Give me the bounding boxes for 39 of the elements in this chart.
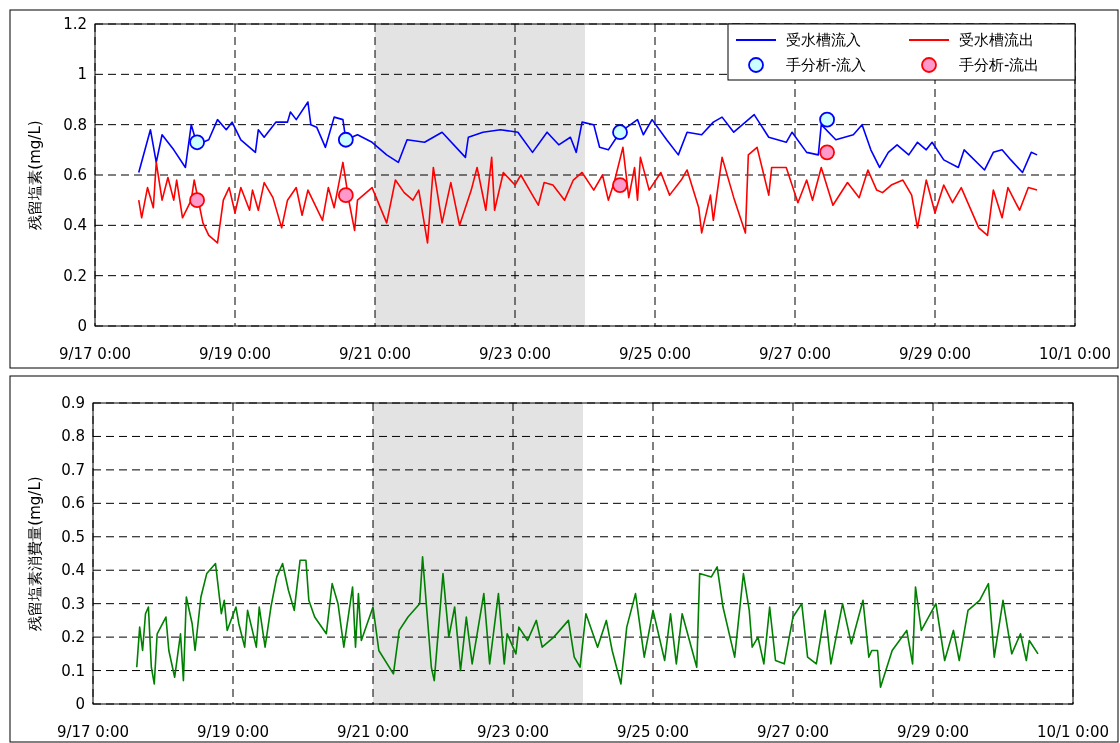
y-tick-label: 0 bbox=[77, 317, 87, 335]
y-tick-label: 0 bbox=[75, 695, 85, 713]
y-tick-label: 0.8 bbox=[63, 115, 87, 134]
x-tick-label: 9/21 0:00 bbox=[336, 723, 410, 741]
y-tick-label: 0.5 bbox=[61, 527, 85, 546]
x-tick-label: 9/27 0:00 bbox=[758, 345, 832, 363]
x-tick-label: 9/27 0:00 bbox=[756, 723, 830, 741]
x-tick-label: 9/23 0:00 bbox=[476, 723, 550, 741]
x-tick-label: 10/1 0:00 bbox=[1038, 345, 1112, 363]
y-tick-label: 1 bbox=[77, 65, 87, 84]
y-tick-label: 0.4 bbox=[61, 561, 85, 580]
y-tick-label: 0.9 bbox=[61, 394, 85, 412]
x-tick-label: 10/1 0:00 bbox=[1036, 723, 1110, 741]
y-tick-label: 1.2 bbox=[63, 15, 87, 33]
legend-label: 手分析-流入 bbox=[786, 56, 867, 74]
y-tick-label: 0.8 bbox=[61, 427, 85, 446]
y-axis-title: 残留塩素消費量(mg/L) bbox=[26, 476, 44, 631]
y-tick-label: 0.6 bbox=[63, 166, 87, 184]
y-tick-label: 0.7 bbox=[61, 460, 85, 479]
legend-label: 受水槽流出 bbox=[959, 31, 1034, 49]
x-tick-label: 9/17 0:00 bbox=[56, 723, 130, 741]
x-tick-label: 9/29 0:00 bbox=[896, 723, 970, 741]
y-tick-label: 0.6 bbox=[61, 494, 85, 513]
y-tick-label: 0.3 bbox=[61, 594, 85, 613]
y-tick-label: 0.1 bbox=[61, 661, 85, 680]
x-tick-label: 9/25 0:00 bbox=[618, 345, 692, 363]
y-tick-label: 0.2 bbox=[61, 628, 85, 647]
y-tick-label: 0.2 bbox=[63, 266, 87, 285]
legend-label: 受水槽流入 bbox=[786, 31, 861, 49]
x-tick-label: 9/19 0:00 bbox=[196, 723, 270, 741]
x-tick-label: 9/21 0:00 bbox=[338, 345, 412, 363]
x-tick-label: 9/29 0:00 bbox=[898, 345, 972, 363]
x-tick-label: 9/17 0:00 bbox=[58, 345, 132, 363]
y-axis-title: 残留塩素(mg/L) bbox=[26, 120, 44, 230]
x-tick-label: 9/25 0:00 bbox=[616, 723, 690, 741]
x-tick-label: 9/23 0:00 bbox=[478, 345, 552, 363]
y-tick-label: 0.4 bbox=[63, 216, 87, 235]
x-tick-label: 9/19 0:00 bbox=[198, 345, 272, 363]
legend-label: 手分析-流出 bbox=[959, 56, 1040, 74]
